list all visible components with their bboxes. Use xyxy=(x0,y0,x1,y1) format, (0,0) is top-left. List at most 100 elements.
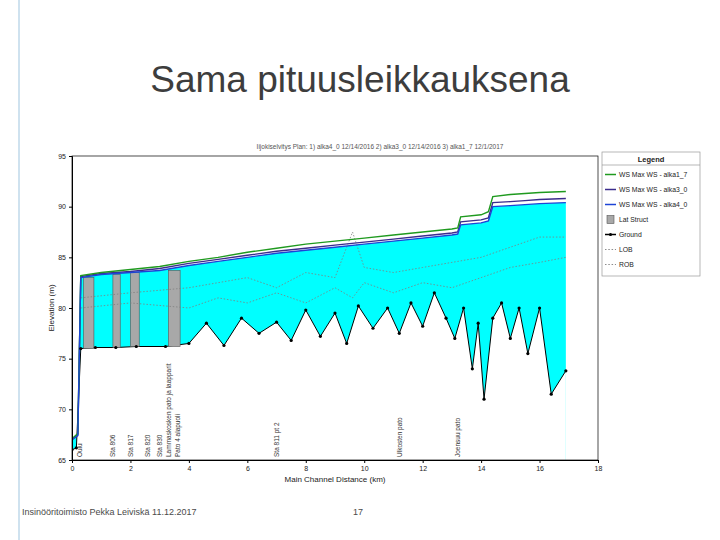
tick-label: 16 xyxy=(536,465,544,472)
tick-mark xyxy=(481,460,482,463)
tick: 75 xyxy=(58,355,72,362)
chart-title: Iijokiselvitys Plan: 1) alka4_0 12/14/20… xyxy=(257,143,504,151)
legend-swatch xyxy=(607,216,614,224)
ground-point xyxy=(386,306,389,309)
ground-point xyxy=(433,291,436,294)
legend-swatch xyxy=(605,204,616,206)
legend-label: Lat Struct xyxy=(619,216,648,223)
tick-label: 90 xyxy=(58,203,66,210)
station-label: Sta 811 pt 2 xyxy=(273,422,281,457)
x-axis-title: Main Channel Distance (km) xyxy=(285,475,386,484)
legend-box xyxy=(602,152,700,276)
ground-point xyxy=(275,321,278,324)
ground-point xyxy=(357,304,360,307)
structure xyxy=(84,278,94,349)
legend-swatch xyxy=(605,249,616,250)
plot-frame xyxy=(72,156,598,460)
ground-point xyxy=(79,347,82,350)
tick: 65 xyxy=(58,457,72,464)
water-surface-line xyxy=(72,191,566,438)
tick-mark xyxy=(69,409,72,410)
ground-point xyxy=(409,301,412,304)
tick-label: 6 xyxy=(246,465,250,472)
ground-point xyxy=(564,369,567,372)
tick-label: 4 xyxy=(187,465,191,472)
background xyxy=(0,0,720,540)
ground-point xyxy=(509,337,512,340)
station-label: Joensuu pato xyxy=(454,418,462,457)
station-label: Oulu xyxy=(76,443,83,457)
tick-mark xyxy=(306,460,307,463)
station-label: Sta 806 xyxy=(109,434,116,457)
tick-mark xyxy=(69,156,72,157)
legend: LegendWS Max WS - alka1_7WS Max WS - alk… xyxy=(602,152,700,276)
tick-label: 18 xyxy=(595,465,603,472)
ground-point xyxy=(526,352,529,355)
tick-mark xyxy=(69,460,72,461)
tick: 0 xyxy=(71,460,75,472)
tick-label: 85 xyxy=(58,254,66,261)
tick-mark xyxy=(247,460,248,463)
tick-label: 80 xyxy=(58,305,66,312)
ground-point xyxy=(290,339,293,342)
legend-label: Ground xyxy=(619,231,642,238)
axis-line xyxy=(69,157,73,461)
tick-label: 10 xyxy=(361,465,369,472)
legend-divider xyxy=(602,165,700,166)
ground-point xyxy=(477,322,480,325)
water-surface-line xyxy=(72,203,566,440)
tick: 6 xyxy=(246,460,250,472)
slide-title: Sama pituusleikkauksena xyxy=(150,59,570,100)
ground-point xyxy=(550,393,553,396)
bank-line xyxy=(81,257,566,308)
ground-point xyxy=(462,306,465,309)
tick-mark xyxy=(69,359,72,360)
ground-point xyxy=(164,345,167,348)
ground-point xyxy=(319,335,322,338)
ground-point xyxy=(257,332,260,335)
tick-mark xyxy=(69,207,72,208)
ground-point xyxy=(371,327,374,330)
ground-point xyxy=(538,306,541,309)
ground-point xyxy=(482,398,485,401)
x-axis: 0 2 4 6 8 10 12 14 16 18 xyxy=(71,460,603,472)
ground-point xyxy=(471,367,474,370)
tick: 70 xyxy=(58,406,72,413)
slide: Sama pituusleikkauksena Insinööritoimisto… xyxy=(0,0,720,540)
y-axis: 65 70 75 80 85 90 95 xyxy=(58,153,72,464)
annotations: OuluSta 806Sta 817Sta 820Sta 830Lammasko… xyxy=(76,363,462,457)
legend-title: Legend xyxy=(638,155,665,164)
tick-mark xyxy=(130,460,131,463)
legend-swatch xyxy=(605,174,616,176)
tick-label: 8 xyxy=(304,465,308,472)
tick: 12 xyxy=(419,460,427,472)
station-label: Lammaskosken pato ja laapparit xyxy=(165,363,173,457)
footer: Insinööritoimisto Pekka Leiviskä 11.12.2… xyxy=(22,507,196,517)
tick: 14 xyxy=(478,460,486,472)
tick-label: 12 xyxy=(419,465,427,472)
ground-point xyxy=(500,301,503,304)
structure xyxy=(168,271,180,347)
tick-label: 75 xyxy=(58,355,66,362)
tick: 80 xyxy=(58,305,72,312)
water-area xyxy=(72,203,566,460)
ground-point xyxy=(205,322,208,325)
page-number: 17 xyxy=(353,507,363,517)
ground-point xyxy=(135,345,138,348)
tick: 95 xyxy=(58,153,72,160)
tick-mark xyxy=(423,460,424,463)
ground-point xyxy=(304,308,307,311)
legend-label: LOB xyxy=(619,246,633,253)
legend-swatch xyxy=(605,264,616,265)
tick: 4 xyxy=(187,460,191,472)
tick-label: 2 xyxy=(129,465,133,472)
ground-point xyxy=(444,317,447,320)
ground-point xyxy=(421,325,424,328)
tick-label: 0 xyxy=(71,465,75,472)
ground-point xyxy=(518,306,521,309)
tick: 10 xyxy=(361,460,369,472)
y-axis-title: Elevation (m) xyxy=(47,284,56,331)
axis-line xyxy=(73,461,599,464)
ground-point xyxy=(345,342,348,345)
tick: 8 xyxy=(304,460,308,472)
